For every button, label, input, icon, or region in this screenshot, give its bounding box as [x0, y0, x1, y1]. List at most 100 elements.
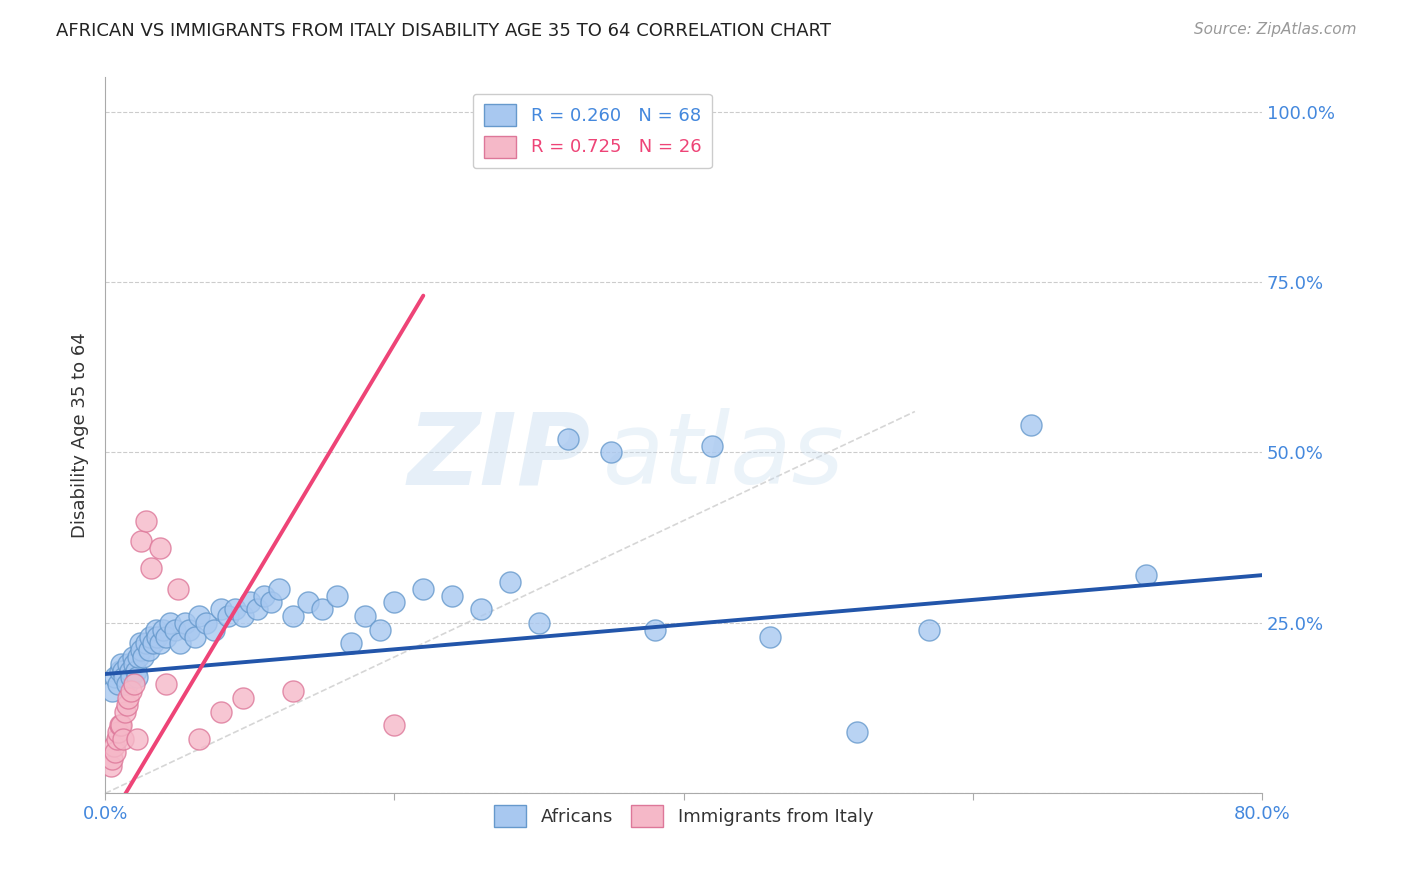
Point: [283, 684, 305, 698]
Point: [644, 623, 666, 637]
Point: [702, 439, 724, 453]
Point: [127, 650, 149, 665]
Point: [105, 731, 128, 746]
Point: [283, 609, 305, 624]
Point: [100, 759, 122, 773]
Point: [232, 609, 254, 624]
Point: [107, 725, 129, 739]
Point: [125, 670, 148, 684]
Legend: Africans, Immigrants from Italy: Africans, Immigrants from Italy: [486, 798, 880, 834]
Text: ZIP: ZIP: [408, 409, 591, 506]
Point: [600, 445, 623, 459]
Point: [139, 630, 162, 644]
Point: [412, 582, 434, 596]
Point: [131, 534, 153, 549]
Point: [149, 636, 172, 650]
Point: [110, 657, 132, 671]
Point: [217, 609, 239, 624]
Point: [260, 595, 283, 609]
Point: [110, 718, 132, 732]
Point: [103, 739, 125, 753]
Point: [311, 602, 333, 616]
Text: AFRICAN VS IMMIGRANTS FROM ITALY DISABILITY AGE 35 TO 64 CORRELATION CHART: AFRICAN VS IMMIGRANTS FROM ITALY DISABIL…: [56, 22, 831, 40]
Point: [224, 602, 246, 616]
Point: [527, 615, 550, 630]
Point: [101, 752, 124, 766]
Point: [121, 650, 143, 665]
Point: [135, 636, 157, 650]
Point: [155, 677, 177, 691]
Point: [239, 595, 262, 609]
Point: [115, 677, 138, 691]
Point: [267, 582, 290, 596]
Text: Source: ZipAtlas.com: Source: ZipAtlas.com: [1194, 22, 1357, 37]
Point: [146, 630, 169, 644]
Point: [195, 615, 218, 630]
Point: [149, 541, 172, 555]
Point: [117, 690, 139, 705]
Point: [209, 705, 232, 719]
Point: [177, 623, 200, 637]
Point: [188, 731, 211, 746]
Point: [368, 623, 391, 637]
Point: [111, 731, 134, 746]
Point: [209, 602, 232, 616]
Point: [141, 561, 163, 575]
Point: [155, 630, 177, 644]
Point: [340, 636, 363, 650]
Point: [122, 677, 145, 691]
Point: [325, 589, 347, 603]
Point: [108, 718, 131, 732]
Point: [253, 589, 276, 603]
Point: [111, 664, 134, 678]
Point: [384, 595, 406, 609]
Point: [112, 670, 135, 684]
Point: [129, 636, 152, 650]
Point: [499, 574, 522, 589]
Point: [166, 582, 188, 596]
Point: [232, 690, 254, 705]
Point: [173, 615, 195, 630]
Point: [202, 623, 225, 637]
Point: [135, 514, 157, 528]
Point: [115, 698, 138, 712]
Point: [101, 684, 124, 698]
Point: [120, 670, 142, 684]
Point: [297, 595, 319, 609]
Point: [246, 602, 269, 616]
Point: [120, 684, 142, 698]
Point: [104, 670, 127, 684]
Text: atlas: atlas: [603, 409, 844, 506]
Point: [354, 609, 377, 624]
Point: [1019, 418, 1042, 433]
Point: [918, 623, 941, 637]
Point: [124, 664, 146, 678]
Point: [557, 432, 579, 446]
Point: [470, 602, 492, 616]
Y-axis label: Disability Age 35 to 64: Disability Age 35 to 64: [72, 333, 89, 538]
Point: [163, 623, 186, 637]
Point: [184, 630, 207, 644]
Point: [114, 705, 136, 719]
Point: [107, 677, 129, 691]
Point: [125, 731, 148, 746]
Point: [131, 643, 153, 657]
Point: [145, 623, 167, 637]
Point: [846, 725, 869, 739]
Point: [108, 664, 131, 678]
Point: [117, 657, 139, 671]
Point: [188, 609, 211, 624]
Point: [138, 643, 160, 657]
Point: [122, 657, 145, 671]
Point: [118, 664, 141, 678]
Point: [169, 636, 191, 650]
Point: [132, 650, 155, 665]
Point: [1135, 568, 1157, 582]
Point: [104, 746, 127, 760]
Point: [142, 636, 165, 650]
Point: [441, 589, 464, 603]
Point: [759, 630, 782, 644]
Point: [152, 623, 174, 637]
Point: [384, 718, 406, 732]
Point: [159, 615, 181, 630]
